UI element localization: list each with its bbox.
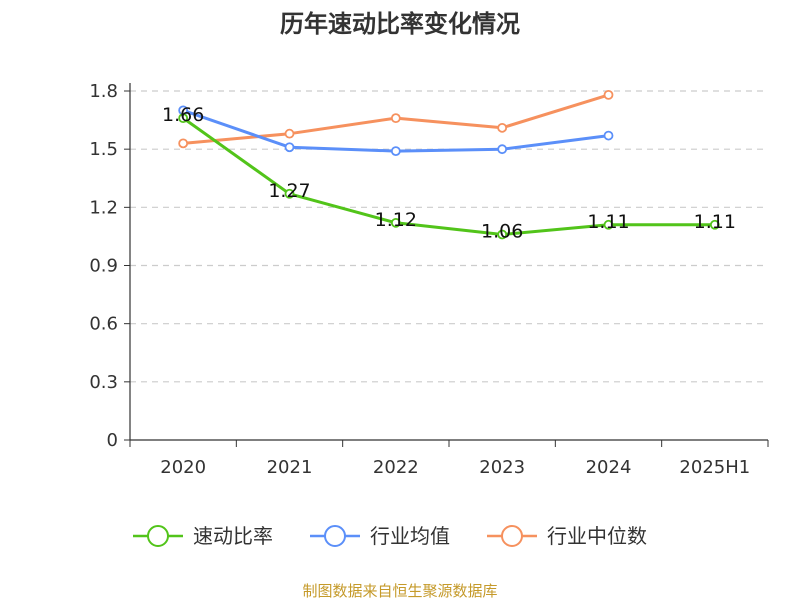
source-note: 制图数据来自恒生聚源数据库 [302, 582, 497, 600]
data-label: 1.12 [375, 209, 417, 231]
y-tick-label: 0.3 [89, 372, 118, 393]
grid-lines [130, 90, 768, 383]
legend-marker [324, 525, 346, 547]
data-point [284, 188, 295, 199]
legend-marker [147, 525, 169, 547]
data-label: 1.06 [481, 220, 523, 242]
data-point [390, 146, 401, 157]
x-tick-label: 2023 [479, 457, 525, 478]
data-point [497, 122, 508, 133]
legend-label: 行业中位数 [547, 524, 647, 548]
data-point [497, 144, 508, 155]
x-tick-label: 2021 [267, 457, 313, 478]
y-tick-label: 0.6 [89, 314, 118, 335]
x-tick-label: 2020 [160, 457, 206, 478]
x-tick-label: 2022 [373, 457, 419, 478]
data-point [284, 128, 295, 139]
legend-label: 行业均值 [370, 524, 450, 548]
legend-marker [501, 525, 523, 547]
x-tick-label: 2025H1 [679, 457, 750, 478]
data-label: 1.11 [587, 211, 629, 233]
data-label: 1.11 [694, 211, 736, 233]
y-tick-label: 1.8 [89, 81, 118, 102]
data-point [603, 219, 614, 230]
legend-label: 速动比率 [193, 524, 273, 548]
data-point [603, 89, 614, 100]
series-line [182, 116, 715, 236]
data-label: 1.27 [268, 180, 310, 202]
series-group: 1.66 1.27 1.12 1.06 1.11 1.11 [162, 89, 736, 242]
data-point [497, 229, 508, 240]
x-tick-label: 2024 [586, 457, 632, 478]
data-point [178, 113, 189, 124]
data-point [178, 138, 189, 149]
legend: 速动比率 行业均值 行业中位数 [133, 524, 647, 548]
chart-title: 历年速动比率变化情况 [280, 10, 520, 38]
data-point [390, 113, 401, 124]
y-tick-label: 1.5 [89, 139, 118, 160]
data-point [603, 130, 614, 141]
y-tick-label: 0.9 [89, 256, 118, 277]
data-point [284, 142, 295, 153]
data-label: 1.66 [162, 104, 204, 126]
y-tick-label: 0 [107, 430, 118, 451]
data-point [390, 217, 401, 228]
data-point [709, 219, 720, 230]
y-tick-label: 1.2 [89, 197, 118, 218]
axes: 0 0.3 0.6 0.9 1.2 1.5 1.8 2020 2021 2022 2023 2024 2… [89, 81, 769, 478]
